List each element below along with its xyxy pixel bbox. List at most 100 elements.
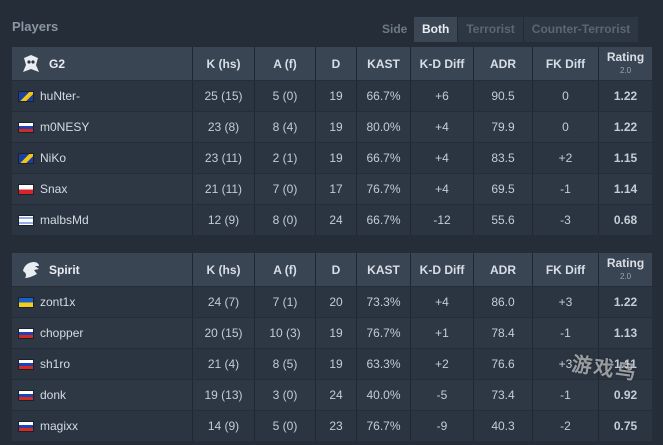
deaths-cell: 20 (315, 287, 356, 317)
kast-cell: 76.7% (356, 318, 410, 348)
assists-cell: 5 (0) (254, 81, 315, 111)
israel-flag-icon (18, 214, 34, 226)
player-name-link[interactable]: malbsMd (40, 213, 89, 227)
player-name-link[interactable]: huNter- (40, 89, 81, 103)
assists-cell: 7 (0) (254, 174, 315, 204)
kd-diff-cell: +4 (410, 174, 473, 204)
assists-cell: 2 (1) (254, 143, 315, 173)
kd-diff-cell: -12 (410, 205, 473, 235)
assists-cell: 10 (3) (254, 318, 315, 348)
kills-cell: 19 (13) (192, 380, 254, 410)
table-row: donk 19 (13) 3 (0) 24 40.0% -5 73.4 -1 0… (12, 380, 652, 410)
fk-diff-cell: -3 (532, 205, 598, 235)
assists-cell: 8 (5) (254, 349, 315, 379)
col-adr[interactable]: ADR (473, 47, 532, 80)
col-deaths[interactable]: D (315, 47, 356, 80)
rating-cell: 1.14 (598, 174, 652, 204)
col-fk-diff[interactable]: FK Diff (532, 47, 598, 80)
tab-terrorist[interactable]: Terrorist (457, 17, 522, 42)
adr-cell: 69.5 (473, 174, 532, 204)
player-name-link[interactable]: NiKo (40, 151, 67, 165)
russia-flag-icon (18, 358, 34, 370)
bosnia-flag-icon (18, 90, 34, 102)
assists-cell: 7 (1) (254, 287, 315, 317)
col-assists[interactable]: A (f) (254, 253, 315, 286)
col-deaths[interactable]: D (315, 253, 356, 286)
side-filter-label: Side (382, 22, 408, 36)
team-header[interactable]: G2 (12, 47, 192, 80)
fk-diff-cell: 0 (532, 81, 598, 111)
kast-cell: 63.3% (356, 349, 410, 379)
team-header[interactable]: Spirit (12, 253, 192, 286)
player-name-link[interactable]: m0NESY (40, 120, 90, 134)
table-row: malbsMd 12 (9) 8 (0) 24 66.7% -12 55.6 -… (12, 205, 652, 235)
col-assists[interactable]: A (f) (254, 47, 315, 80)
deaths-cell: 17 (315, 174, 356, 204)
kills-cell: 23 (11) (192, 143, 254, 173)
adr-cell: 55.6 (473, 205, 532, 235)
adr-cell: 76.6 (473, 349, 532, 379)
assists-cell: 5 (0) (254, 411, 315, 441)
team-stats-table-g2: G2 K (hs) A (f) D KAST K-D Diff ADR FK D… (12, 46, 652, 236)
fk-diff-cell: +3 (532, 349, 598, 379)
team-name: Spirit (49, 262, 80, 277)
ukraine-flag-icon (18, 296, 34, 308)
fk-diff-cell: 0 (532, 112, 598, 142)
adr-cell: 86.0 (473, 287, 532, 317)
fk-diff-cell: -2 (532, 411, 598, 441)
rating-cell: 1.22 (598, 81, 652, 111)
table-row: NiKo 23 (11) 2 (1) 19 66.7% +4 83.5 +2 1… (12, 143, 652, 173)
kd-diff-cell: +4 (410, 143, 473, 173)
table-row: zont1x 24 (7) 7 (1) 20 73.3% +4 86.0 +3 … (12, 287, 652, 317)
rating-label: Rating (606, 49, 645, 64)
deaths-cell: 24 (315, 380, 356, 410)
russia-flag-icon (18, 389, 34, 401)
col-fk-diff[interactable]: FK Diff (532, 253, 598, 286)
bosnia-flag-icon (18, 152, 34, 164)
player-name-link[interactable]: chopper (40, 326, 84, 340)
table-row: magixx 14 (9) 5 (0) 23 76.7% -9 40.3 -2 … (12, 411, 652, 441)
rating-cell: 0.92 (598, 380, 652, 410)
player-name-link[interactable]: Snax (40, 182, 68, 196)
col-kd-diff[interactable]: K-D Diff (410, 47, 473, 80)
russia-flag-icon (18, 327, 34, 339)
kills-cell: 14 (9) (192, 411, 254, 441)
table-row: m0NESY 23 (8) 8 (4) 19 80.0% +4 79.9 0 1… (12, 112, 652, 142)
rating-version: 2.0 (619, 271, 632, 281)
russia-flag-icon (18, 420, 34, 432)
table-row: huNter- 25 (15) 5 (0) 19 66.7% +6 90.5 0… (12, 81, 652, 111)
col-kd-diff[interactable]: K-D Diff (410, 253, 473, 286)
stats-topbar: Players Side Both Terrorist Counter-Terr… (0, 0, 663, 44)
col-rating[interactable]: Rating 2.0 (598, 253, 652, 286)
tab-both[interactable]: Both (414, 17, 458, 42)
rating-cell: 0.75 (598, 411, 652, 441)
player-name-link[interactable]: zont1x (40, 295, 76, 309)
kast-cell: 66.7% (356, 143, 410, 173)
player-name-link[interactable]: sh1ro (40, 357, 71, 371)
kast-cell: 73.3% (356, 287, 410, 317)
col-kast[interactable]: KAST (356, 47, 410, 80)
rating-cell: 1.22 (598, 287, 652, 317)
table-row: chopper 20 (15) 10 (3) 19 76.7% +1 78.4 … (12, 318, 652, 348)
table-row: Snax 21 (11) 7 (0) 17 76.7% +4 69.5 -1 1… (12, 174, 652, 204)
rating-cell: 1.11 (598, 349, 652, 379)
col-rating[interactable]: Rating 2.0 (598, 47, 652, 80)
player-name-link[interactable]: magixx (40, 419, 79, 433)
col-kills[interactable]: K (hs) (192, 253, 254, 286)
adr-cell: 73.4 (473, 380, 532, 410)
player-name-link[interactable]: donk (40, 388, 67, 402)
deaths-cell: 19 (315, 81, 356, 111)
fk-diff-cell: +2 (532, 143, 598, 173)
kast-cell: 80.0% (356, 112, 410, 142)
col-adr[interactable]: ADR (473, 253, 532, 286)
kast-cell: 40.0% (356, 380, 410, 410)
poland-flag-icon (18, 183, 34, 195)
rating-version: 2.0 (619, 65, 632, 75)
rating-label: Rating (606, 255, 645, 270)
side-filter-tabs: Both Terrorist Counter-Terrorist (414, 17, 639, 42)
tab-counter-terrorist[interactable]: Counter-Terrorist (522, 17, 638, 42)
spirit-logo-icon (20, 259, 42, 281)
col-kast[interactable]: KAST (356, 253, 410, 286)
kd-diff-cell: +4 (410, 112, 473, 142)
col-kills[interactable]: K (hs) (192, 47, 254, 80)
